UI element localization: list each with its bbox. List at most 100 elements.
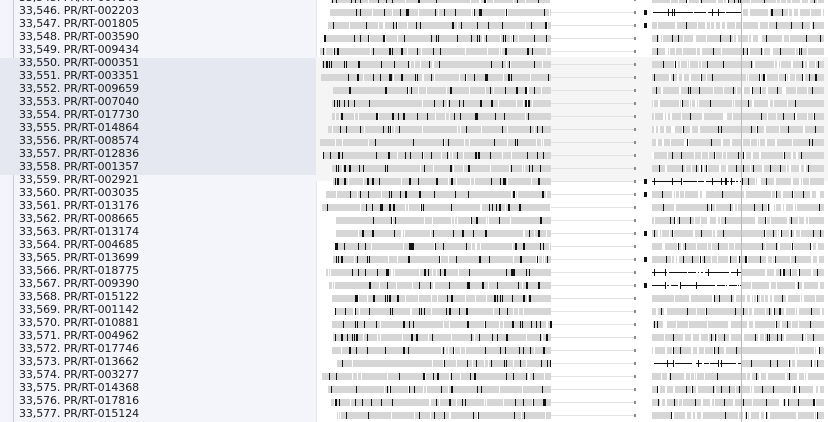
sequence-row[interactable]: 33,561. PR/RT-013176 [0, 199, 316, 214]
sequence-row[interactable]: 33,549. PR/RT-009434 [0, 43, 316, 58]
gap-break [349, 22, 350, 29]
gap-break [797, 152, 798, 159]
gap-break [817, 0, 818, 3]
mismatch-tick [433, 373, 434, 380]
sequence-row[interactable]: 33,556. PR/RT-008574 [0, 134, 316, 149]
gap-break [522, 165, 523, 172]
mismatch-tick [333, 22, 334, 29]
mismatch-tick [644, 231, 647, 236]
sequence-row[interactable]: 33,567. PR/RT-009390 [0, 277, 316, 292]
sequence-row[interactable]: 33,558. PR/RT-001357 [0, 160, 316, 175]
sequence-row[interactable]: 33,545. PR/RT-007248 [0, 0, 316, 6]
mismatch-tick [470, 373, 471, 380]
sequence-row[interactable]: 33,560. PR/RT-003035 [0, 186, 316, 201]
sequence-row[interactable]: 33,575. PR/RT-014368 [0, 381, 316, 396]
gap-break [807, 61, 809, 68]
mismatch-tick [712, 74, 713, 81]
sequence-row[interactable]: 33,574. PR/RT-003277 [0, 368, 316, 383]
gap-break [515, 191, 516, 198]
mismatch-tick [780, 48, 781, 55]
mismatch-tick [765, 217, 766, 224]
gap-break [786, 0, 787, 3]
sequence-row[interactable]: 33,546. PR/RT-002203 [0, 4, 316, 19]
mismatch-tick [520, 321, 521, 328]
sequence-row[interactable]: 33,552. PR/RT-009659 [0, 82, 316, 97]
consensus-bar [742, 321, 824, 328]
sequence-row[interactable]: 33,572. PR/RT-017746 [0, 342, 316, 357]
gap-break [765, 74, 767, 81]
row-index: 33,558. [19, 160, 61, 173]
mismatch-tick [746, 256, 747, 263]
gap-break [476, 243, 477, 250]
gap-break [694, 35, 696, 42]
sequence-row[interactable]: 33,569. PR/RT-001142 [0, 303, 316, 318]
mismatch-tick [413, 321, 414, 328]
sequence-row[interactable]: 33,565. PR/RT-013699 [0, 251, 316, 266]
alignment-overview-panel[interactable] [316, 0, 828, 422]
sequence-row[interactable]: 33,548. PR/RT-003590 [0, 30, 316, 45]
mismatch-tick [671, 412, 672, 419]
gap-break [786, 74, 787, 81]
gap-line [551, 51, 634, 52]
mismatch-tick [763, 74, 764, 81]
mismatch-tick [494, 295, 496, 302]
consensus-bar [652, 399, 742, 406]
sequence-row[interactable]: 33,547. PR/RT-001805 [0, 17, 316, 32]
sequence-row[interactable]: 33,573. PR/RT-013662 [0, 355, 316, 370]
mismatch-tick [409, 321, 410, 328]
mismatch-tick [513, 373, 514, 380]
gap-break [652, 9, 653, 16]
gap-break [480, 204, 481, 211]
gap-break [527, 100, 528, 107]
gap-break [696, 269, 698, 276]
mismatch-tick [418, 178, 419, 185]
sequence-row[interactable]: 33,568. PR/RT-015122 [0, 290, 316, 305]
sequence-row[interactable]: 33,563. PR/RT-013174 [0, 225, 316, 240]
mismatch-tick [680, 282, 681, 289]
consensus-bar [742, 74, 824, 81]
mismatch-tick [497, 295, 498, 302]
mismatch-tick [762, 204, 763, 211]
mismatch-tick [431, 152, 432, 159]
sequence-row[interactable]: 33,576. PR/RT-017816 [0, 394, 316, 409]
mismatch-tick [644, 192, 647, 197]
sequence-row[interactable]: 33,571. PR/RT-004962 [0, 329, 316, 344]
mismatch-tick [776, 243, 777, 250]
sequence-row[interactable]: 33,551. PR/RT-003351 [0, 69, 316, 84]
gap-break [534, 347, 535, 354]
gap-break [368, 139, 369, 146]
sequence-row[interactable]: 33,555. PR/RT-014864 [0, 121, 316, 136]
gap-break [407, 48, 408, 55]
gap-break [380, 334, 381, 341]
mismatch-tick [757, 126, 758, 133]
sequence-row[interactable]: 33,564. PR/RT-004685 [0, 238, 316, 253]
sequence-row[interactable]: 33,554. PR/RT-017730 [0, 108, 316, 123]
sequence-row[interactable]: 33,562. PR/RT-008665 [0, 212, 316, 227]
mismatch-tick [719, 295, 720, 302]
mismatch-tick [667, 360, 668, 367]
sequence-label: 33,570. PR/RT-010881 [19, 316, 139, 329]
mismatch-tick [721, 178, 722, 185]
gap-break [809, 178, 810, 185]
mismatch-tick [701, 165, 702, 172]
sequence-row[interactable]: 33,566. PR/RT-018775 [0, 264, 316, 279]
mismatch-tick [721, 386, 722, 393]
gap-break [727, 165, 728, 172]
mismatch-tick [718, 360, 719, 367]
mismatch-tick [336, 373, 337, 380]
sequence-row[interactable]: 33,570. PR/RT-010881 [0, 316, 316, 331]
gap-break [704, 178, 706, 185]
gap-break [426, 87, 427, 94]
sequence-row[interactable]: 33,559. PR/RT-002921 [0, 173, 316, 188]
gap-break [421, 48, 422, 55]
sequence-row[interactable]: 33,577. PR/RT-015124 [0, 407, 316, 422]
gap-break [432, 269, 433, 276]
sequence-row[interactable]: 33,553. PR/RT-007040 [0, 95, 316, 110]
gap-break [693, 35, 694, 42]
sequence-row[interactable]: 33,550. PR/RT-000351 [0, 56, 316, 71]
mismatch-tick [815, 74, 816, 81]
mismatch-tick [718, 126, 719, 133]
sequence-row[interactable]: 33,557. PR/RT-012836 [0, 147, 316, 162]
gap-break [772, 204, 774, 211]
gap-break [429, 399, 430, 406]
